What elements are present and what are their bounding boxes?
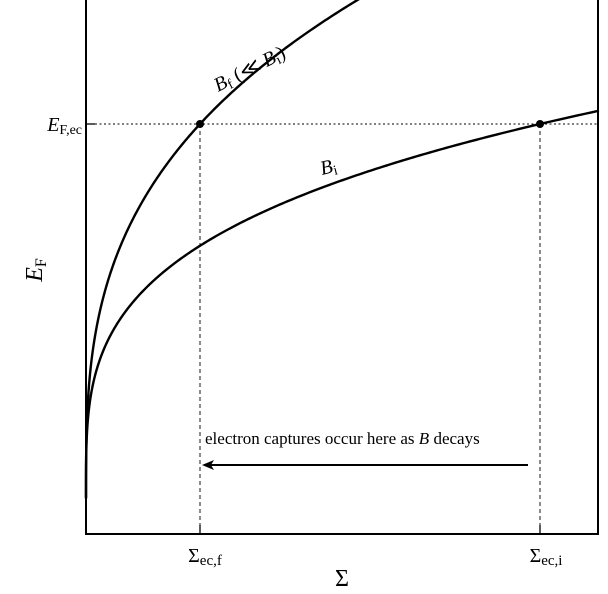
x-axis-label: Σ <box>335 566 349 592</box>
y-axis-label: EF <box>22 258 50 283</box>
plot-frame <box>85 0 599 535</box>
curve-label-final: Bf (≪ Bi) <box>210 42 290 98</box>
y-tick-label: EF,ec <box>46 114 82 138</box>
x-tick-label-left: Σec,f <box>188 545 222 569</box>
capture-point-final <box>196 120 204 128</box>
annotation-text: electron captures occur here as B decays <box>205 429 480 448</box>
curve-b-initial <box>84 109 600 500</box>
capture-point-initial <box>536 120 544 128</box>
curve-b-final <box>84 0 360 500</box>
x-tick-label-right: Σec,i <box>530 545 563 569</box>
curve-label-initial: Bi <box>318 155 340 182</box>
